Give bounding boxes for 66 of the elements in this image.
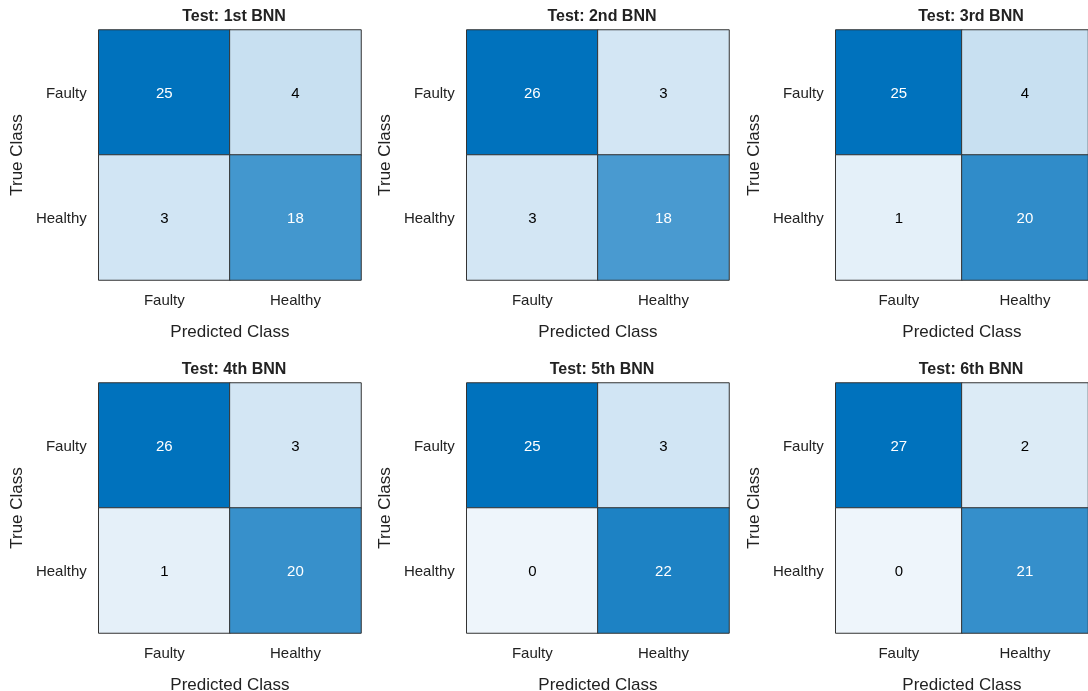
x-tick-label: Faulty	[878, 644, 920, 661]
data-label: 3	[659, 84, 668, 101]
y-tick-label: Faulty	[413, 84, 456, 101]
y-tick-label: Faulty	[782, 437, 825, 454]
y-tick-label: Faulty	[782, 84, 825, 101]
y-axis-title: True Class	[7, 114, 26, 196]
x-axis-title: Predicted Class	[170, 322, 290, 341]
data-label: 26	[155, 437, 173, 454]
y-tick-label: Healthy	[35, 562, 88, 579]
y-tick-label: Healthy	[403, 209, 456, 226]
x-axis-title: Predicted Class	[538, 322, 658, 341]
y-tick-label: Faulty	[45, 437, 88, 454]
data-label: 25	[155, 84, 173, 101]
data-label: 4	[1020, 84, 1030, 101]
data-label: 20	[1016, 209, 1034, 226]
chart-title: Test: 4th BNN	[181, 359, 287, 377]
x-tick-label: Healthy	[999, 644, 1051, 661]
data-label: 27	[890, 437, 908, 454]
data-label: 22	[655, 562, 672, 579]
x-axis-title: Predicted Class	[902, 675, 1022, 691]
data-label: 3	[160, 209, 169, 226]
data-label: 21	[1016, 562, 1034, 579]
x-tick-label: Healthy	[270, 291, 322, 308]
data-label: 3	[659, 437, 668, 454]
data-label: 25	[890, 84, 908, 101]
x-tick-label: Healthy	[638, 644, 690, 661]
data-label: 20	[287, 562, 304, 579]
y-axis-title: True Class	[7, 467, 26, 549]
y-axis-title: True Class	[375, 467, 394, 549]
data-label: 1	[160, 562, 169, 579]
data-label: 4	[291, 84, 300, 101]
data-label: 0	[528, 562, 537, 579]
y-axis-title: True Class	[744, 114, 763, 196]
x-tick-label: Faulty	[878, 291, 920, 308]
x-axis-title: Predicted Class	[170, 675, 290, 691]
chart-title: Test: 5th BNN	[549, 359, 655, 377]
x-tick-label: Healthy	[270, 644, 322, 661]
y-tick-label: Faulty	[45, 84, 88, 101]
y-axis-title: True Class	[375, 114, 394, 196]
chart-title: Test: 1st BNN	[182, 6, 286, 24]
x-tick-label: Faulty	[511, 291, 554, 308]
y-tick-label: Healthy	[35, 209, 88, 226]
data-label: 1	[894, 209, 903, 226]
x-axis-title: Predicted Class	[902, 322, 1022, 341]
x-tick-label: Faulty	[143, 291, 186, 308]
data-label: 3	[291, 437, 300, 454]
data-label: 2	[1020, 437, 1030, 454]
data-label: 3	[528, 209, 537, 226]
y-tick-label: Healthy	[772, 209, 825, 226]
y-tick-label: Healthy	[772, 562, 825, 579]
x-tick-label: Faulty	[143, 644, 186, 661]
x-tick-label: Healthy	[638, 291, 690, 308]
data-label: 18	[655, 209, 672, 226]
chart-title: Test: 3rd BNN	[918, 6, 1024, 24]
x-axis-title: Predicted Class	[538, 675, 658, 691]
data-label: 26	[523, 84, 541, 101]
data-label: 18	[287, 209, 304, 226]
y-tick-label: Faulty	[413, 437, 456, 454]
y-tick-label: Healthy	[403, 562, 456, 579]
chart-title: Test: 6th BNN	[918, 359, 1024, 377]
x-tick-label: Faulty	[511, 644, 554, 661]
y-axis-title: True Class	[744, 467, 763, 549]
chart-title: Test: 2nd BNN	[547, 6, 657, 24]
data-label: 0	[894, 562, 903, 579]
data-label: 25	[523, 437, 541, 454]
x-tick-label: Healthy	[999, 291, 1051, 308]
